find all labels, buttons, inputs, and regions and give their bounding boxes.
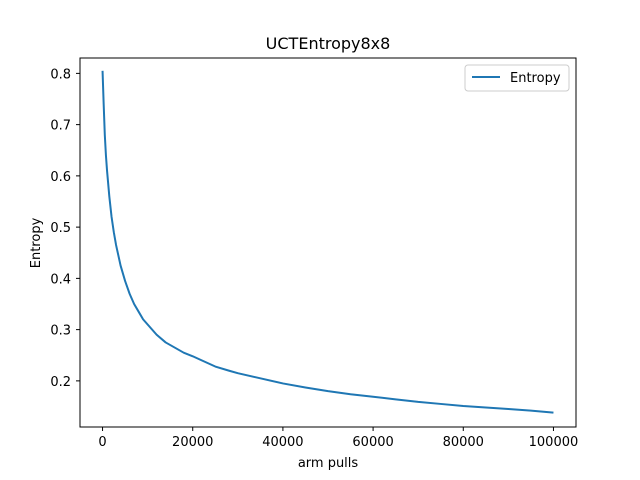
y-tick-label: 0.3 <box>50 324 71 339</box>
x-tick-label: 60000 <box>352 435 393 450</box>
plot-area <box>79 57 577 428</box>
x-tick-label: 0 <box>98 435 106 450</box>
x-axis-ticks: 0 20000 40000 60000 80000 100000 <box>98 427 578 450</box>
y-tick-label: 0.8 <box>50 67 71 82</box>
y-axis-ticks: 0.2 0.3 0.4 0.5 0.6 0.7 0.8 <box>50 67 80 390</box>
legend: Entropy <box>464 64 570 92</box>
y-tick-label: 0.7 <box>50 119 71 134</box>
x-tick-label: 100000 <box>529 435 579 450</box>
y-tick-label: 0.2 <box>50 375 71 390</box>
legend-box <box>464 64 570 92</box>
series-layer <box>101 70 554 414</box>
chart-title: UCTEntropy8x8 <box>266 34 391 53</box>
y-tick-label: 0.6 <box>50 170 71 185</box>
series-line-entropy <box>101 70 554 414</box>
x-tick-label: 80000 <box>443 435 484 450</box>
x-axis-label: arm pulls <box>298 456 359 471</box>
axes-frame <box>79 57 577 428</box>
x-tick-label: 20000 <box>172 435 213 450</box>
y-tick-label: 0.5 <box>50 221 71 236</box>
legend-label-entropy: Entropy <box>510 71 561 86</box>
y-tick-label: 0.4 <box>50 272 71 287</box>
x-tick-label: 40000 <box>262 435 303 450</box>
y-axis-label: Entropy <box>29 217 44 268</box>
